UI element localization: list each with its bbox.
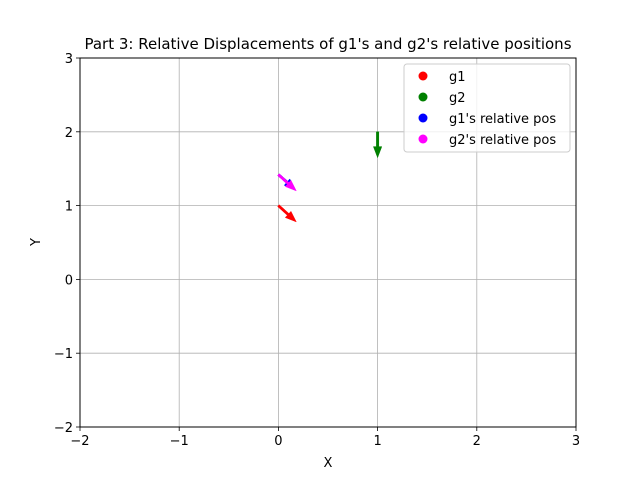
x-tick-label: 0 — [274, 434, 282, 449]
legend-marker-g1 — [418, 71, 428, 81]
legend-frame — [403, 63, 571, 153]
x-tick-label: −2 — [70, 434, 89, 449]
legend-marker-g1-s-relative-pos — [418, 113, 428, 123]
x-tick-label: 2 — [473, 434, 481, 449]
y-tick-label: 2 — [65, 126, 73, 141]
legend-marker-g2-s-relative-pos — [418, 134, 428, 144]
legend-marker-g2 — [418, 92, 428, 102]
y-tick-label: −1 — [54, 347, 73, 362]
axis-ticks: −2 −1 0 1 2 3 −2 −1 0 1 2 3 — [54, 52, 580, 449]
x-tick-label: 1 — [373, 434, 381, 449]
arrow-g2-0 — [373, 131, 383, 159]
legend-label-g2-s-relative-pos: g2's relative pos — [449, 133, 556, 148]
plot-frame — [79, 57, 577, 428]
chart-title: Part 3: Relative Displacements of g1's a… — [84, 35, 571, 53]
arrow-g2-s-relative-pos-0 — [277, 173, 297, 192]
legend-label-g2: g2 — [449, 91, 466, 106]
y-tick-label: 3 — [65, 52, 73, 67]
legend-label-g1-s-relative-pos: g1's relative pos — [449, 112, 556, 127]
legend: g1 g2 g1's relative pos g2's relative pos — [403, 63, 571, 153]
x-axis-label: X — [324, 456, 333, 471]
x-tick-label: 3 — [572, 434, 580, 449]
arrow-layer — [277, 131, 383, 223]
y-tick-label: 1 — [65, 200, 73, 215]
legend-label-g1: g1 — [449, 70, 466, 85]
x-tick-label: −1 — [170, 434, 189, 449]
arrow-g1-0 — [277, 204, 297, 223]
y-tick-label: 0 — [65, 273, 73, 288]
y-axis-label: Y — [29, 238, 44, 247]
y-tick-label: −2 — [54, 421, 73, 436]
